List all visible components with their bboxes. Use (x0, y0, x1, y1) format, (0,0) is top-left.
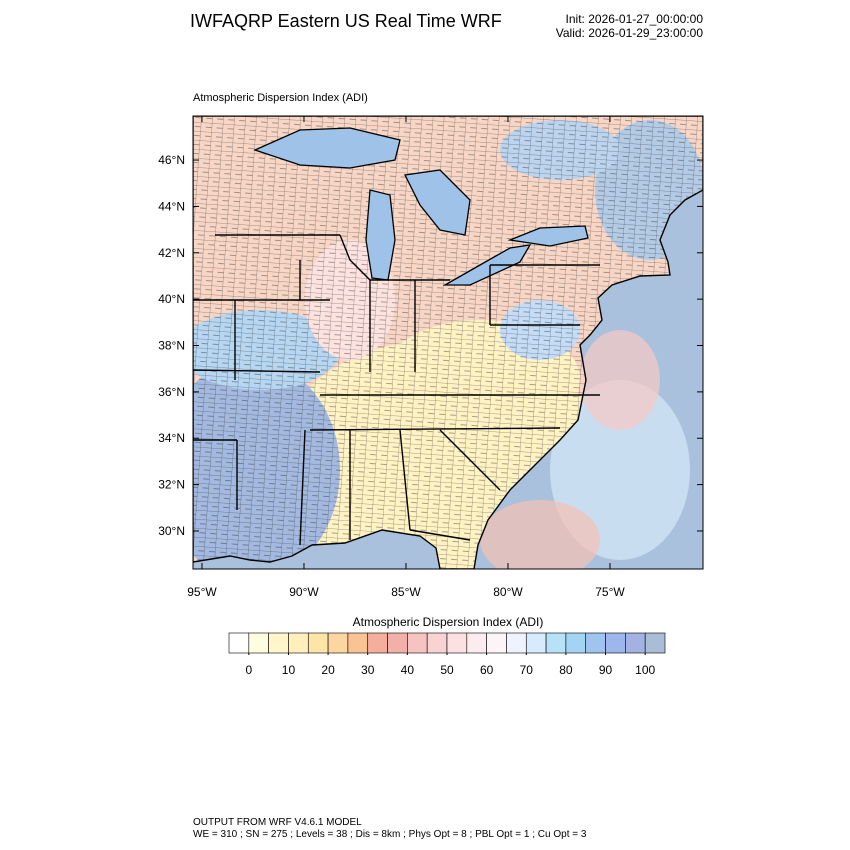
colorbar-box (367, 632, 388, 654)
y-tick-label: 42°N (158, 246, 185, 260)
map-frame (192, 115, 704, 570)
footer-line: OUTPUT FROM WRF V4.6.1 MODEL (193, 817, 362, 828)
colorbar-tick-label: 20 (321, 663, 335, 677)
colorbar-box (605, 632, 626, 654)
footer-line: WE = 310 ; SN = 275 ; Levels = 38 ; Dis … (193, 829, 587, 840)
colorbar-tick-label: 30 (361, 663, 375, 677)
x-tick-label: 85°W (391, 585, 421, 599)
map-field (193, 116, 703, 569)
x-tick-label: 95°W (187, 585, 217, 599)
colorbar-box (288, 632, 309, 654)
colorbar-tick-label: 0 (245, 663, 252, 677)
colorbar-box (585, 632, 606, 654)
colorbar-box (506, 632, 527, 654)
colorbar-tick-label: 70 (520, 663, 534, 677)
colorbar-box (327, 632, 349, 654)
valid-time: Valid: 2026-01-29_23:00:00 (556, 26, 704, 40)
y-tick-label: 40°N (158, 292, 185, 306)
colorbar-box (525, 632, 547, 654)
colorbar-box (228, 632, 250, 654)
colorbar-box (644, 632, 666, 654)
colorbar-box (466, 632, 487, 654)
y-tick-label: 46°N (158, 153, 185, 167)
colorbar-box (625, 632, 646, 654)
colorbar-box (565, 632, 587, 654)
colorbar-title: Atmospheric Dispersion Index (ADI) (353, 615, 544, 629)
colorbar-box (347, 632, 369, 654)
y-tick-label: 38°N (158, 339, 185, 353)
colorbar-box (307, 632, 329, 654)
y-tick-label: 30°N (158, 524, 185, 538)
colorbar-tick-label: 100 (635, 663, 655, 677)
y-tick-label: 32°N (158, 478, 185, 492)
x-tick-label: 90°W (289, 585, 319, 599)
colorbar-box (407, 632, 428, 654)
colorbar-tick-label: 50 (440, 663, 454, 677)
colorbar-tick-label: 10 (282, 663, 296, 677)
y-tick-label: 36°N (158, 385, 185, 399)
colorbar-tick-label: 40 (401, 663, 415, 677)
colorbar-tick-label: 90 (599, 663, 613, 677)
colorbar-box (486, 632, 507, 654)
colorbar-box (446, 632, 468, 654)
x-tick-label: 80°W (493, 585, 523, 599)
colorbar-box (248, 632, 269, 654)
colorbar-box (545, 632, 567, 654)
colorbar-tick-label: 80 (559, 663, 573, 677)
x-tick-label: 75°W (595, 585, 625, 599)
colorbar-box (268, 632, 289, 654)
colorbar-box (387, 632, 408, 654)
y-tick-label: 44°N (158, 199, 185, 213)
title: IWFAQRP Eastern US Real Time WRF (190, 11, 502, 31)
init-time: Init: 2026-01-27_00:00:00 (566, 12, 704, 26)
y-tick-label: 34°N (158, 431, 185, 445)
colorbar-tick-label: 60 (480, 663, 494, 677)
map-title: Atmospheric Dispersion Index (ADI) (193, 92, 368, 104)
colorbar-box (426, 632, 448, 654)
